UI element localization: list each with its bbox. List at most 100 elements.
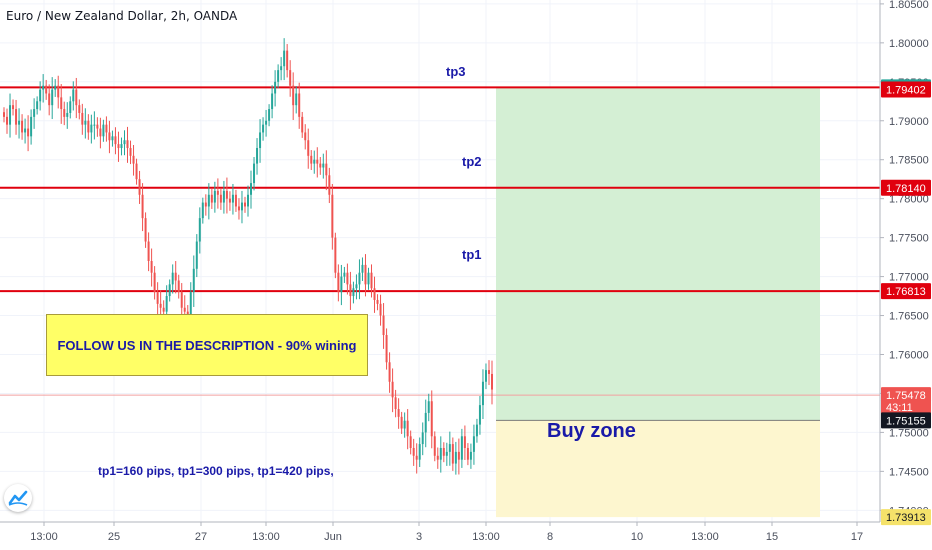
candle-body bbox=[337, 272, 340, 293]
price-label-text: 1.73913 bbox=[886, 512, 926, 524]
price-tick-label: 1.79000 bbox=[889, 116, 929, 128]
candle-body bbox=[138, 179, 141, 195]
candle-body bbox=[271, 93, 274, 110]
candle-body bbox=[394, 397, 397, 410]
candle-body bbox=[307, 140, 310, 156]
time-tick-label: 10 bbox=[631, 531, 643, 543]
candle-body bbox=[222, 190, 225, 203]
price-label-bg bbox=[881, 179, 931, 196]
candle-body bbox=[33, 109, 36, 117]
candle-body bbox=[286, 50, 289, 71]
candle-body bbox=[75, 89, 78, 106]
candle-body bbox=[370, 272, 373, 289]
price-label-text: 1.76813 bbox=[886, 286, 926, 298]
price-tick-label: 1.76500 bbox=[889, 311, 929, 323]
candle-body bbox=[27, 128, 30, 137]
time-tick-label: Jun bbox=[324, 531, 342, 543]
time-axis[interactable]: 13:00 25 27 13:00 Jun 3 13:00 8 10 13:00 15 17 bbox=[0, 521, 932, 550]
position-zones bbox=[0, 87, 880, 518]
candle-body bbox=[385, 335, 388, 363]
price-label-bg bbox=[881, 509, 931, 526]
candle-body bbox=[406, 420, 409, 437]
candle-body bbox=[51, 89, 54, 106]
candle-body bbox=[30, 116, 33, 137]
candle-body bbox=[268, 109, 271, 121]
candle-body bbox=[262, 124, 265, 133]
price-tick-label: 1.80000 bbox=[889, 38, 929, 50]
candle-body bbox=[301, 116, 304, 133]
candle-body bbox=[256, 148, 259, 164]
candle-body bbox=[39, 89, 42, 102]
candle-body bbox=[289, 70, 292, 86]
price-label-bg bbox=[881, 81, 931, 98]
candle-body bbox=[84, 120, 87, 125]
candle-body bbox=[304, 132, 307, 141]
candle-body bbox=[216, 190, 219, 195]
candle-body bbox=[87, 120, 90, 133]
candle-body bbox=[111, 136, 114, 141]
candle-body bbox=[319, 163, 322, 168]
candle-body bbox=[207, 194, 210, 207]
candle-body bbox=[54, 85, 57, 90]
candle-body bbox=[12, 105, 15, 110]
candle-body bbox=[210, 194, 213, 203]
candle-body bbox=[355, 284, 358, 289]
profit-zone bbox=[496, 87, 820, 421]
candle-body bbox=[421, 432, 424, 445]
time-tick-label: 13:00 bbox=[691, 531, 719, 543]
candle-body bbox=[186, 311, 189, 316]
candle-body bbox=[430, 401, 433, 437]
candle-body bbox=[24, 128, 27, 133]
candle-body bbox=[469, 451, 472, 460]
candle-body bbox=[436, 455, 439, 460]
candle-body bbox=[265, 120, 268, 125]
candle-body bbox=[418, 444, 421, 460]
candle-body bbox=[400, 416, 403, 429]
price-label-text: 1.78140 bbox=[886, 183, 926, 195]
candle-body bbox=[198, 218, 201, 242]
candle-body bbox=[283, 50, 286, 67]
candle-body bbox=[45, 85, 48, 94]
candle-body bbox=[451, 444, 454, 464]
buy-zone-area bbox=[496, 420, 820, 518]
price-tick-label: 1.80500 bbox=[889, 0, 929, 11]
time-tick-label: 8 bbox=[547, 531, 553, 543]
follow-note-box: FOLLOW US IN THE DESCRIPTION - 90% winin… bbox=[46, 314, 368, 376]
candle-body bbox=[391, 381, 394, 398]
candle-body bbox=[424, 412, 427, 433]
candle-body bbox=[352, 288, 355, 297]
time-tick-label: 17 bbox=[851, 531, 863, 543]
candle-body bbox=[72, 89, 75, 102]
candle-body bbox=[250, 183, 253, 195]
price-label-bg bbox=[881, 412, 931, 429]
time-tick-label: 13:00 bbox=[472, 531, 500, 543]
candle-body bbox=[247, 194, 249, 207]
candle-body bbox=[171, 272, 174, 285]
candle-body bbox=[150, 261, 153, 273]
price-label-bg bbox=[881, 283, 931, 300]
candle-body bbox=[60, 97, 63, 110]
time-tick-label: 3 bbox=[416, 531, 422, 543]
candle-body bbox=[192, 268, 195, 293]
candle-body bbox=[123, 140, 126, 145]
candle-body bbox=[174, 272, 177, 281]
candle-body bbox=[240, 202, 243, 211]
candle-body bbox=[48, 93, 51, 106]
candle-body bbox=[144, 218, 147, 242]
tradingview-logo-icon[interactable] bbox=[4, 484, 32, 512]
candle-body bbox=[349, 284, 352, 297]
follow-note-text: FOLLOW US IN THE DESCRIPTION - 90% winin… bbox=[57, 337, 357, 353]
candle-body bbox=[168, 284, 171, 297]
candle-body bbox=[6, 116, 9, 125]
candle-body bbox=[379, 303, 382, 316]
candle-body bbox=[487, 370, 490, 374]
candle-body bbox=[231, 194, 234, 203]
candle-body bbox=[292, 85, 295, 106]
candle-body bbox=[195, 241, 198, 269]
pips-note: tp1=160 pips, tp1=300 pips, tp1=420 pips… bbox=[98, 464, 334, 478]
tp1-label: tp1 bbox=[462, 247, 482, 262]
candle-body bbox=[93, 124, 96, 126]
candle-body bbox=[343, 272, 346, 277]
